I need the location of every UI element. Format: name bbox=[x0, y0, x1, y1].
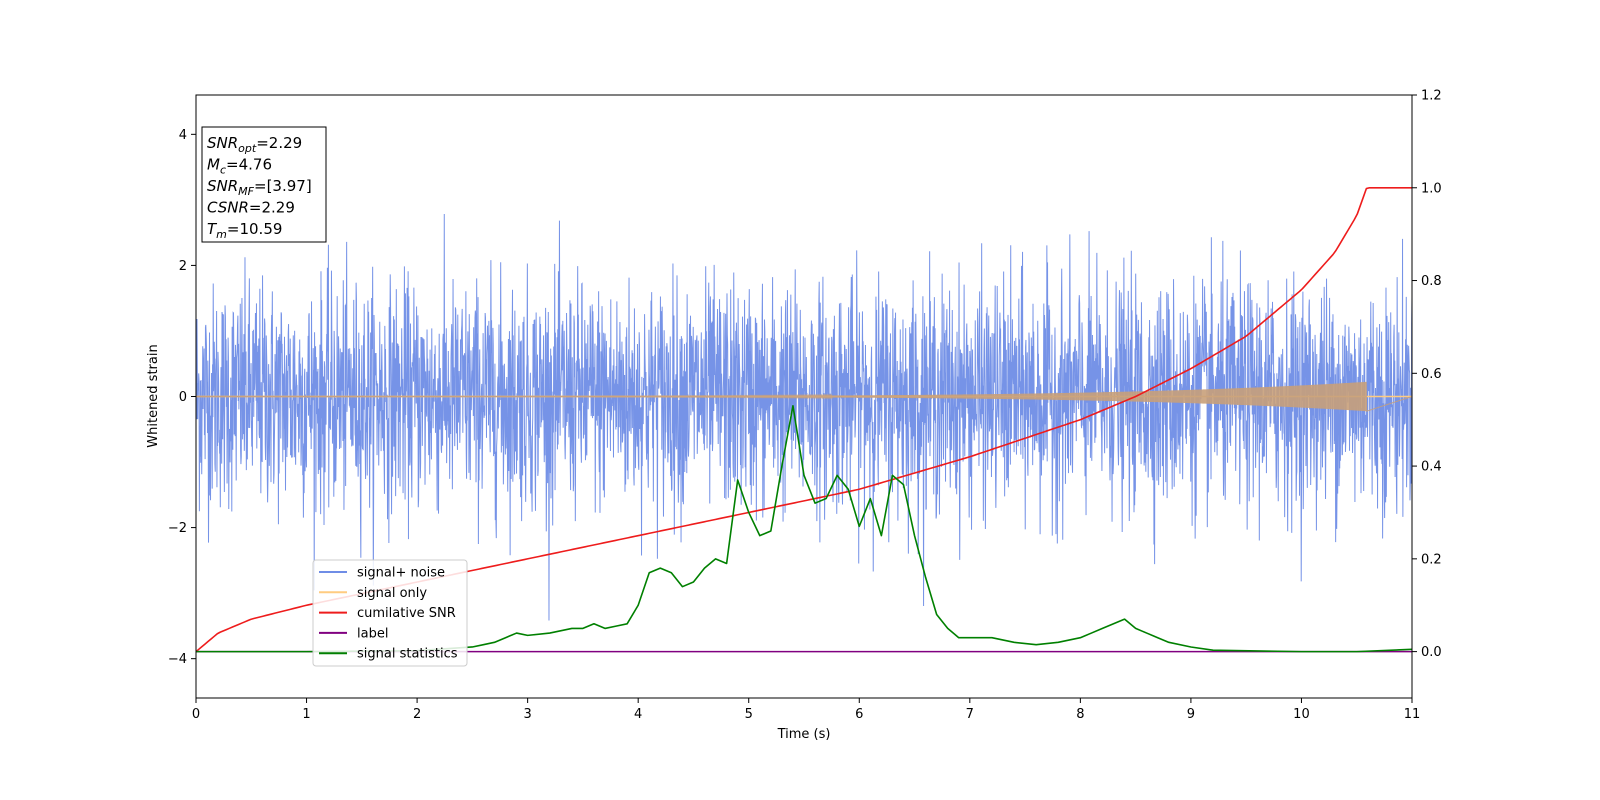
info-box-line: CSNR=2.29 bbox=[207, 199, 295, 217]
legend-frame bbox=[312, 559, 468, 667]
info-box-line: SNRopt=2.29 bbox=[207, 134, 302, 155]
info-box-line: SNRMF=[3.97] bbox=[207, 177, 312, 198]
x-tick-label: 7 bbox=[966, 707, 974, 722]
y-tick-label: −2 bbox=[168, 521, 187, 536]
x-axis-label: Time (s) bbox=[777, 727, 831, 742]
y-tick-label: 0 bbox=[179, 390, 187, 405]
x-tick-label: 10 bbox=[1293, 707, 1310, 722]
y-tick-label: 4 bbox=[179, 128, 187, 143]
legend-label: signal statistics bbox=[357, 647, 458, 662]
series-signal-statistics-line bbox=[196, 404, 1412, 653]
x-tick-label: 1 bbox=[302, 707, 310, 722]
legend-label: signal+ noise bbox=[357, 566, 445, 581]
x-tick-label: 9 bbox=[1187, 707, 1195, 722]
info-line-value: =[3.97] bbox=[254, 177, 312, 195]
info-line-value: =2.29 bbox=[256, 134, 302, 152]
info-line-base: T bbox=[207, 220, 218, 238]
x-tick-label: 4 bbox=[634, 707, 642, 722]
y2-tick-label: 0.6 bbox=[1421, 367, 1442, 382]
y2-tick-label: 0.0 bbox=[1421, 645, 1442, 660]
info-box-line: Tm=10.59 bbox=[207, 220, 282, 241]
series-signal-noise-line bbox=[196, 214, 1412, 621]
y-axis-ticks: −4 −2 0 2 4 bbox=[168, 128, 196, 667]
info-box-line: Mc=4.76 bbox=[207, 156, 272, 177]
x-axis-ticks: 0 1 2 3 4 5 6 7 8 9 10 11 bbox=[192, 698, 1420, 722]
legend: signal+ noise signal only cumilative SNR la… bbox=[312, 559, 468, 667]
info-line-value: =2.29 bbox=[249, 199, 295, 217]
y2-tick-label: 0.2 bbox=[1421, 552, 1442, 567]
x-tick-label: 8 bbox=[1076, 707, 1084, 722]
y2-tick-label: 0.4 bbox=[1421, 460, 1442, 475]
y2-tick-label: 1.2 bbox=[1421, 89, 1442, 104]
legend-label: signal only bbox=[357, 586, 427, 601]
info-line-base: M bbox=[207, 156, 220, 174]
x-tick-label: 11 bbox=[1404, 707, 1421, 722]
y2-tick-label: 1.0 bbox=[1421, 181, 1442, 196]
x-tick-label: 6 bbox=[855, 707, 863, 722]
info-line-subscript: opt bbox=[238, 142, 257, 155]
info-line-subscript: MF bbox=[238, 185, 254, 198]
y-tick-label: 2 bbox=[179, 259, 187, 274]
info-line-value: =10.59 bbox=[227, 220, 283, 238]
legend-label: cumilative SNR bbox=[357, 606, 456, 621]
info-line-value: =4.76 bbox=[226, 156, 272, 174]
legend-label: label bbox=[357, 626, 388, 641]
y2-axis-ticks: 0.0 0.2 0.4 0.6 0.8 1.0 1.2 bbox=[1412, 89, 1442, 660]
info-line-base: SNR bbox=[207, 177, 238, 195]
info-line-base: SNR bbox=[207, 134, 238, 152]
y-tick-label: −4 bbox=[168, 652, 187, 667]
x-tick-label: 2 bbox=[413, 707, 421, 722]
info-box-frame bbox=[201, 126, 327, 243]
info-line-subscript: m bbox=[216, 228, 227, 241]
info-line-base: CSNR bbox=[207, 199, 249, 217]
y2-tick-label: 0.8 bbox=[1421, 274, 1442, 289]
y-axis-label: Whitened strain bbox=[146, 344, 161, 447]
series-signal-only-line bbox=[196, 381, 1412, 412]
info-box: SNRopt=2.29Mc=4.76SNRMF=[3.97]CSNR=2.29T… bbox=[201, 126, 327, 243]
x-tick-label: 5 bbox=[745, 707, 753, 722]
x-tick-label: 3 bbox=[523, 707, 531, 722]
info-line-subscript: c bbox=[220, 164, 226, 177]
x-tick-label: 0 bbox=[192, 707, 200, 722]
